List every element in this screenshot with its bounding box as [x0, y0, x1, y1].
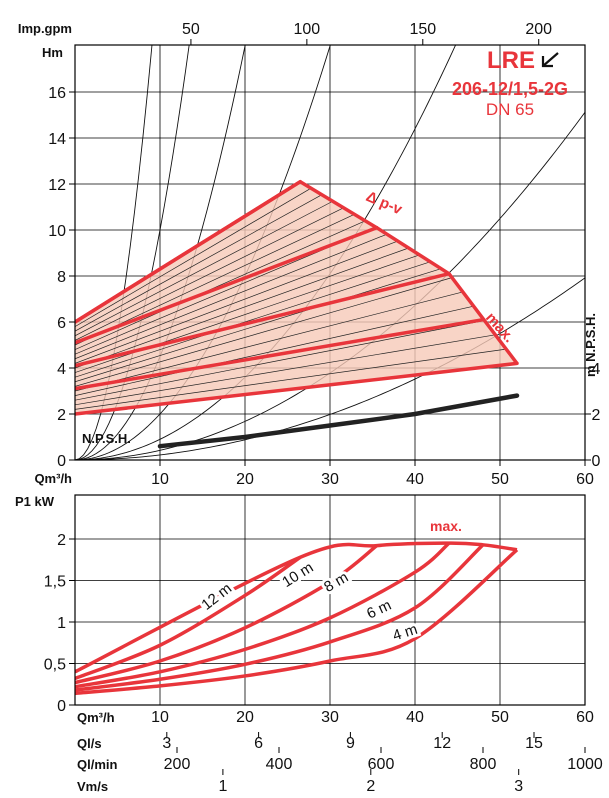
y-tick-label: 14 — [48, 131, 66, 148]
speed-hatch-line — [75, 334, 496, 406]
speed-hatch-line — [75, 268, 442, 383]
speed-hatch-line — [75, 240, 398, 364]
speed-hatch-line — [75, 187, 312, 327]
arrow-down-left-icon — [541, 52, 559, 68]
power-max-annotation: max. — [430, 518, 462, 534]
dpv-control-line — [75, 361, 519, 416]
speed-hatch-line — [75, 291, 463, 392]
scale-tick-label: 6 — [254, 735, 263, 752]
power-curve — [75, 544, 378, 685]
speed-hatch-line — [75, 305, 474, 396]
power-curve-label: 8 m — [321, 569, 351, 596]
system-curve — [75, 277, 585, 460]
power-curve — [75, 541, 451, 689]
y-tick-label: 1,5 — [44, 574, 66, 591]
dpv-control-line — [75, 271, 451, 368]
scale-label: Ql/min — [77, 757, 118, 772]
scale-tick-label: 800 — [470, 756, 497, 773]
npsh-tick-label: 4 — [592, 361, 601, 378]
speed-hatch-line — [75, 247, 409, 369]
dpv-control-line — [75, 225, 379, 345]
npsh-tick-label: 0 — [592, 453, 601, 470]
top-tick-label: 150 — [409, 21, 436, 38]
npsh-axis-label: m N.P.S.H. — [583, 313, 598, 377]
x-tick-label: 20 — [236, 471, 254, 488]
x-tick-label: 10 — [151, 471, 169, 488]
scale-label: Vm/s — [77, 779, 108, 794]
scale-tick-label: 9 — [346, 735, 355, 752]
npsh-annotation: N.P.S.H. — [82, 431, 131, 446]
operating-area — [75, 181, 517, 414]
head-axis-label: Hm — [42, 45, 63, 60]
y-tick-label: 8 — [57, 269, 66, 286]
power-curve — [75, 548, 519, 696]
model-code: 206-12/1,5-2G — [452, 79, 568, 99]
speed-hatch-line — [75, 233, 388, 360]
npsh-curve — [157, 393, 520, 449]
y-tick-label: 4 — [57, 361, 66, 378]
max-curve — [75, 179, 519, 365]
scale-tick-label: 40 — [406, 709, 424, 726]
speed-hatch-line — [75, 207, 344, 341]
power-axis-label: P1 kW — [15, 494, 55, 509]
dpv-annotation: Δ p-v — [363, 188, 405, 219]
y-tick-label: 2 — [57, 532, 66, 549]
scale-tick-label: 15 — [525, 735, 543, 752]
scale-tick-label: 12 — [433, 735, 451, 752]
y-tick-label: 0 — [57, 453, 66, 470]
y-tick-label: 1 — [57, 615, 66, 632]
y-tick-label: 10 — [48, 223, 66, 240]
y-tick-label: 6 — [57, 315, 66, 332]
scale-tick-label: 400 — [266, 756, 293, 773]
nominal-diameter: DN 65 — [486, 100, 534, 119]
speed-hatch-line — [75, 194, 323, 332]
scale-tick-label: 600 — [368, 756, 395, 773]
x-tick-label: 60 — [576, 471, 594, 488]
top-tick-label: 100 — [294, 21, 321, 38]
y-tick-label: 2 — [57, 407, 66, 424]
scale-tick-label: 3 — [162, 735, 171, 752]
speed-hatch-line — [75, 261, 431, 378]
top-tick-label: 200 — [525, 21, 552, 38]
scale-tick-label: 200 — [164, 756, 191, 773]
scale-label: Ql/s — [77, 736, 102, 751]
scale-tick-label: 30 — [321, 709, 339, 726]
dpv-control-line — [75, 317, 485, 391]
npsh-tick-label: 2 — [592, 407, 601, 424]
model-series-title: LRE — [487, 47, 535, 74]
scale-tick-label: 20 — [236, 709, 254, 726]
y-tick-label: 12 — [48, 177, 66, 194]
power-curve — [75, 543, 485, 692]
x-tick-label: 50 — [491, 471, 509, 488]
scale-tick-label: 60 — [576, 709, 594, 726]
scale-tick-label: 50 — [491, 709, 509, 726]
top-axis-label: Imp.gpm — [18, 21, 72, 36]
scale-tick-label: 10 — [151, 709, 169, 726]
speed-hatch-line — [75, 320, 485, 401]
top-tick-label: 50 — [182, 21, 200, 38]
head-x-axis-label: Qm³/h — [34, 471, 72, 486]
scale-tick-label: 1000 — [567, 756, 603, 773]
y-tick-label: 0 — [57, 698, 66, 715]
speed-hatch-line — [75, 200, 333, 337]
speed-hatch-line — [75, 277, 453, 387]
speed-hatch-line — [75, 220, 366, 350]
power-plot-frame — [74, 494, 586, 706]
power-curve-label: 12 m — [198, 580, 235, 614]
speed-hatch-line — [75, 348, 507, 410]
scale-tick-label: 1 — [218, 778, 227, 795]
head-plot: 0 2 4 6 8 10 12 14 16 10 20 30 40 50 60 50 100 150 200 0 2 4 — [48, 21, 601, 488]
scale-label: Qm³/h — [77, 710, 115, 725]
x-tick-label: 40 — [406, 471, 424, 488]
y-tick-label: 16 — [48, 85, 66, 102]
scale-tick-label: 3 — [514, 778, 523, 795]
x-tick-label: 30 — [321, 471, 339, 488]
scale-tick-label: 2 — [366, 778, 375, 795]
power-curve — [75, 555, 302, 681]
y-tick-label: 0,5 — [44, 657, 66, 674]
